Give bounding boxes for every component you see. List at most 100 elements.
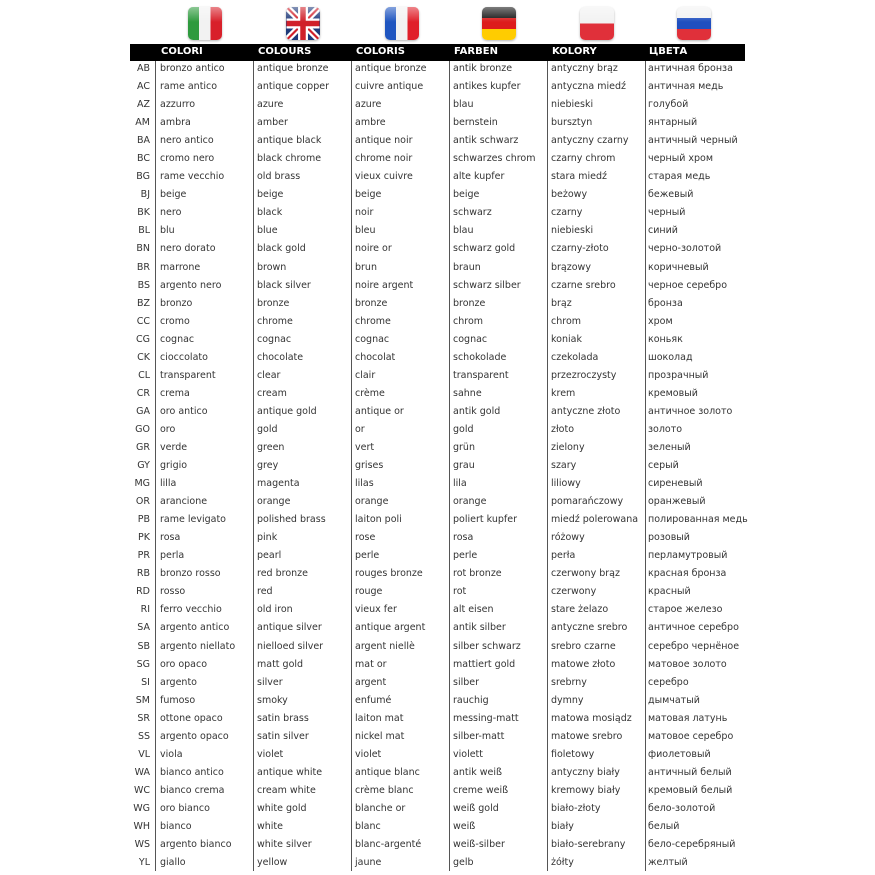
cell-english: yellow [257, 857, 288, 869]
cell-english: grey [257, 460, 279, 472]
table-row: SG oro opaco matt gold mat or mattiert gold m… [0, 656, 875, 674]
cell-russian: кремовый белый [648, 784, 733, 796]
cell-color-code: BG [136, 171, 150, 183]
cell-german: transparent [453, 369, 509, 381]
table-row: AB bronzo antico antique bronze antique bro… [0, 60, 875, 78]
cell-french: crème [355, 387, 385, 399]
cell-french: azure [355, 99, 382, 111]
cell-color-code: SG [136, 658, 150, 670]
cell-color-code: GY [137, 460, 150, 472]
cell-russian: красный [648, 586, 691, 598]
cell-german: rot bronze [453, 568, 502, 580]
cell-russian: матовое золото [648, 658, 727, 670]
cell-color-code: MG [134, 478, 150, 490]
cell-color-code: RB [136, 568, 150, 580]
table-row: YL giallo yellow jaune gelb żółty желтый [0, 854, 875, 872]
cell-german: antik weiß [453, 766, 502, 778]
cell-german: chrom [453, 315, 484, 327]
cell-german: weiß-silber [453, 839, 505, 851]
cell-french: bronze [355, 297, 388, 309]
cell-english: old brass [257, 171, 301, 183]
cell-french: antique argent [355, 622, 426, 634]
cell-russian: красная бронза [648, 568, 727, 580]
table-row: AZ azzurro azure azure blau niebieski голубой [0, 96, 875, 114]
cell-color-code: BS [137, 279, 150, 291]
cell-german: grau [453, 460, 475, 472]
table-row: BN nero dorato black gold noire or schwarz g… [0, 240, 875, 258]
cell-english: black gold [257, 243, 306, 255]
cell-italian: bianco antico [160, 766, 224, 778]
table-row: BK nero black noir schwarz czarny черный [0, 204, 875, 222]
table-row: SI argento silver argent silber srebrny серебр… [0, 674, 875, 692]
table-row: AC rame antico antique copper cuivre antiqu… [0, 78, 875, 96]
cell-color-code: YL [138, 857, 150, 869]
cell-russian: бело-золотой [648, 802, 716, 814]
poland-flag-icon [580, 7, 614, 40]
cell-russian: античное золото [648, 405, 733, 417]
cell-polish: kremowy biały [551, 784, 621, 796]
cell-english: polished brass [257, 514, 326, 526]
cell-polish: dymny [551, 694, 584, 706]
cell-russian: коричневый [648, 261, 709, 273]
cell-polish: niebieski [551, 99, 594, 111]
cell-color-code: CR [136, 387, 150, 399]
cell-russian: фиолетовый [648, 748, 711, 760]
header-polish: KOLORY [552, 46, 597, 57]
cell-italian: bianco [160, 820, 192, 832]
cell-italian: nero dorato [160, 243, 216, 255]
cell-german: sahne [453, 387, 482, 399]
cell-italian: perla [160, 550, 185, 562]
germany-flag-icon [482, 7, 516, 40]
cell-german: bernstein [453, 117, 498, 129]
cell-color-code: AZ [136, 99, 150, 111]
cell-german: mattiert gold [453, 658, 516, 670]
cell-german: antik silber [453, 622, 506, 634]
cell-polish: beżowy [551, 189, 588, 201]
cell-color-code: PR [137, 550, 150, 562]
cell-italian: crema [160, 387, 190, 399]
column-divider [351, 61, 352, 871]
cell-russian: коньяк [648, 333, 683, 345]
cell-polish: przezroczysty [551, 369, 617, 381]
cell-french: cuivre antique [355, 81, 424, 93]
cell-italian: nero [160, 207, 182, 219]
cell-color-code: WH [133, 820, 150, 832]
cell-color-code: SM [135, 694, 150, 706]
cell-color-code: BA [136, 135, 150, 147]
cell-russian: старая медь [648, 171, 711, 183]
cell-french: chrome [355, 315, 391, 327]
table-row: WC bianco crema cream white crème blanc crem… [0, 782, 875, 800]
cell-color-code: AB [136, 63, 150, 74]
table-row: SB argento niellato nielloed silver argent … [0, 638, 875, 656]
cell-french: bleu [355, 225, 376, 237]
cell-polish: koniak [551, 333, 582, 345]
table-row: VL viola violet violet violett fioletowy фиоле… [0, 746, 875, 764]
cell-italian: argento opaco [160, 730, 229, 742]
cell-french: or [355, 423, 365, 435]
cell-italian: rosso [160, 586, 186, 598]
table-row: BZ bronzo bronze bronze bronze brąz бронза [0, 295, 875, 313]
table-row: WH bianco white blanc weiß biały белый [0, 818, 875, 836]
table-row: BJ beige beige beige beige beżowy бежевый [0, 186, 875, 204]
cell-french: chrome noir [355, 153, 413, 165]
cell-german: schokolade [453, 351, 507, 363]
cell-color-code: RD [136, 586, 150, 598]
table-row: BS argento nero black silver noire argent sc… [0, 277, 875, 295]
cell-german: orange [453, 496, 487, 508]
cell-italian: oro bianco [160, 802, 210, 814]
cell-english: azure [257, 99, 284, 111]
cell-french: nickel mat [355, 730, 405, 742]
column-divider [253, 61, 254, 871]
cell-english: black silver [257, 279, 311, 291]
cell-italian: oro antico [160, 405, 208, 417]
cell-german: schwarz silber [453, 279, 521, 291]
cell-english: old iron [257, 604, 293, 616]
cell-polish: krem [551, 387, 576, 399]
cell-polish: czarne srebro [551, 279, 616, 291]
cell-italian: viola [160, 748, 183, 760]
cell-english: white gold [257, 802, 307, 814]
table-row: CR crema cream crème sahne krem кремовый [0, 385, 875, 403]
cell-english: black chrome [257, 153, 322, 165]
cell-russian: дымчатый [648, 694, 700, 706]
cell-russian: оранжевый [648, 496, 706, 508]
